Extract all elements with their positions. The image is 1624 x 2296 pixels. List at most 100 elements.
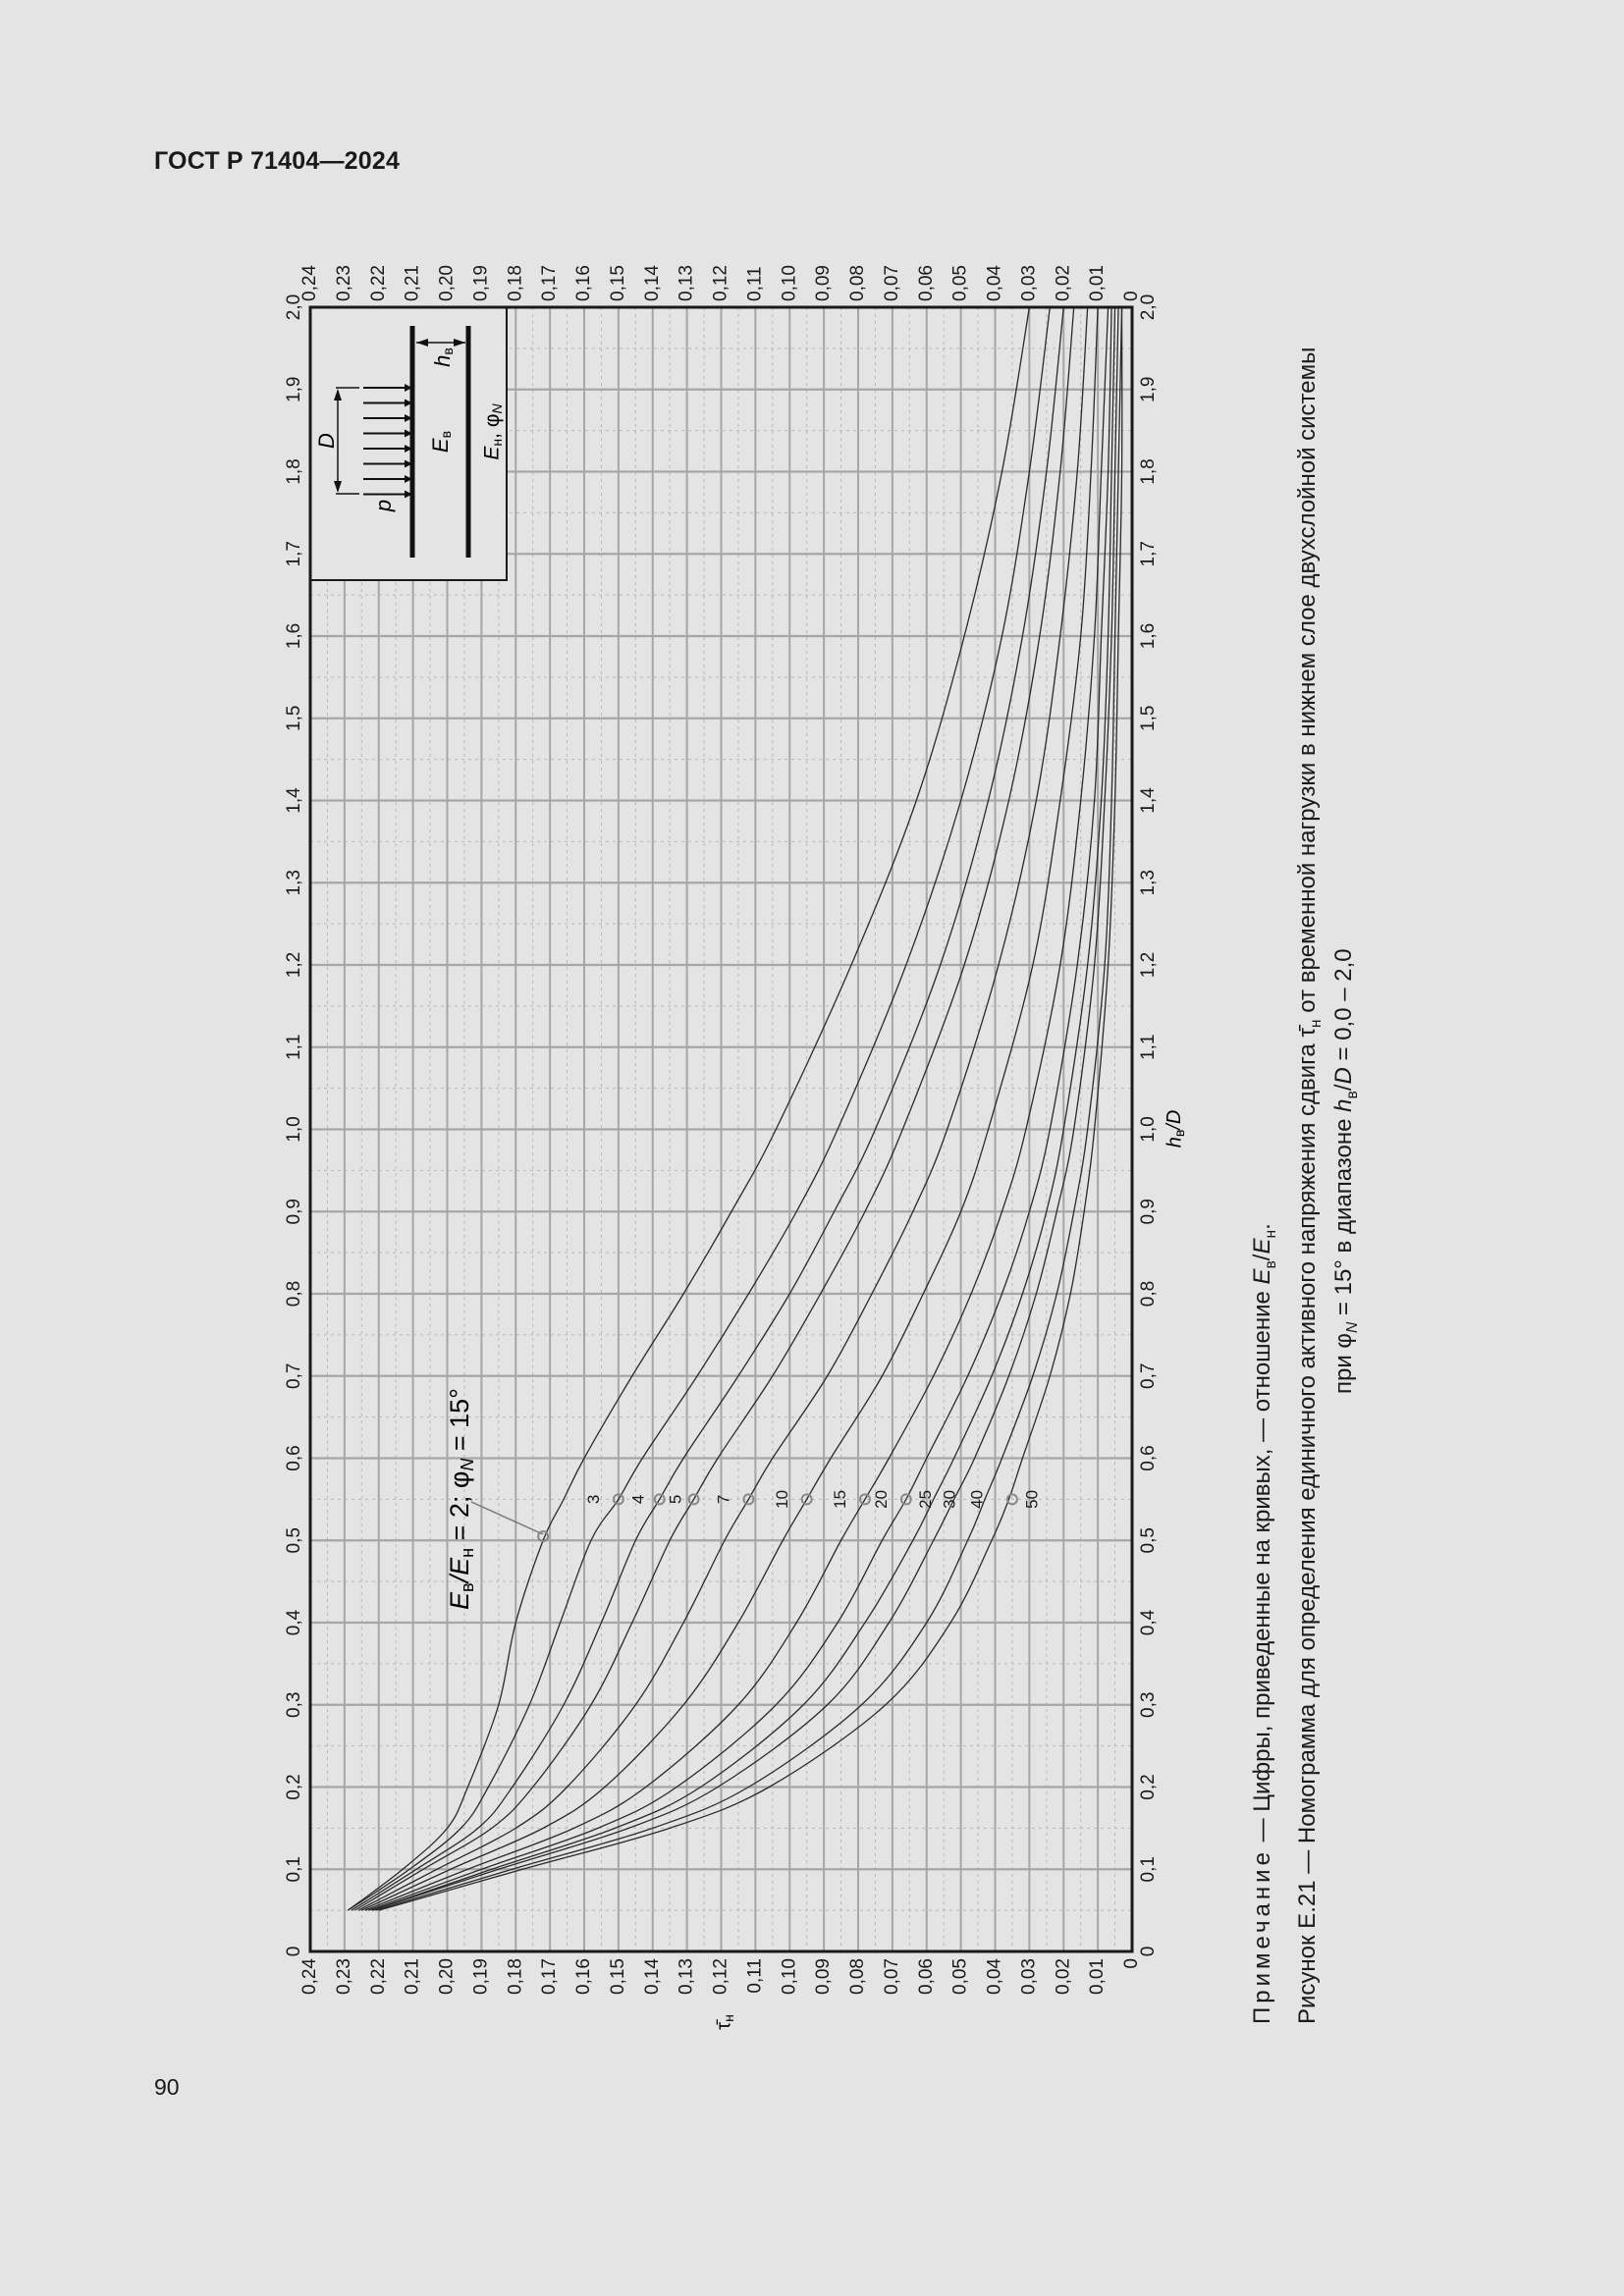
svg-text:1,2: 1,2 bbox=[284, 952, 304, 978]
svg-text:0,06: 0,06 bbox=[916, 1958, 937, 1995]
svg-text:0,07: 0,07 bbox=[882, 265, 902, 301]
svg-text:0,1: 0,1 bbox=[284, 1856, 304, 1882]
svg-text:50: 50 bbox=[1022, 1490, 1041, 1509]
svg-text:0,24: 0,24 bbox=[299, 1958, 320, 1995]
svg-text:0,3: 0,3 bbox=[1138, 1692, 1159, 1718]
svg-text:1,9: 1,9 bbox=[1138, 377, 1159, 402]
svg-text:7: 7 bbox=[714, 1495, 732, 1504]
svg-text:0,08: 0,08 bbox=[847, 265, 868, 301]
curve-50 bbox=[378, 306, 1123, 1911]
svg-text:0,6: 0,6 bbox=[284, 1445, 304, 1470]
svg-text:1,5: 1,5 bbox=[284, 706, 304, 731]
curve-40 bbox=[375, 306, 1123, 1911]
svg-text:0,6: 0,6 bbox=[1138, 1445, 1159, 1470]
svg-text:0,8: 0,8 bbox=[1138, 1281, 1159, 1307]
svg-text:1,7: 1,7 bbox=[1138, 541, 1159, 566]
svg-text:0,16: 0,16 bbox=[573, 265, 594, 301]
svg-text:0,08: 0,08 bbox=[847, 1958, 868, 1995]
svg-text:0,04: 0,04 bbox=[985, 1958, 1005, 1995]
svg-text:0,3: 0,3 bbox=[284, 1692, 304, 1718]
svg-text:0,19: 0,19 bbox=[470, 265, 491, 301]
svg-text:1,1: 1,1 bbox=[284, 1035, 304, 1060]
plot-frame bbox=[308, 305, 1134, 1953]
svg-text:0,5: 0,5 bbox=[1138, 1527, 1159, 1553]
svg-text:0,09: 0,09 bbox=[813, 1958, 834, 1995]
svg-text:0,17: 0,17 bbox=[539, 1958, 560, 1995]
svg-text:0,11: 0,11 bbox=[744, 1958, 765, 1994]
svg-text:0,23: 0,23 bbox=[334, 265, 354, 301]
curve-20 bbox=[368, 306, 1112, 1911]
svg-text:1,1: 1,1 bbox=[1138, 1035, 1159, 1060]
svg-text:0,17: 0,17 bbox=[539, 265, 560, 301]
svg-text:0,12: 0,12 bbox=[711, 265, 731, 301]
svg-text:0,23: 0,23 bbox=[334, 1958, 354, 1995]
svg-text:0: 0 bbox=[1121, 1958, 1142, 1969]
svg-text:1,7: 1,7 bbox=[284, 541, 304, 566]
svg-text:p: p bbox=[371, 500, 396, 512]
curve-5 bbox=[354, 306, 1075, 1911]
curve-25 bbox=[371, 306, 1116, 1911]
svg-text:hв/D: hв/D bbox=[1164, 1110, 1186, 1148]
svg-text:1,3: 1,3 bbox=[284, 870, 304, 895]
svg-text:0,2: 0,2 bbox=[1138, 1774, 1159, 1799]
svg-text:1,6: 1,6 bbox=[284, 623, 304, 649]
svg-text:0,5: 0,5 bbox=[284, 1527, 304, 1553]
svg-text:0,1: 0,1 bbox=[1138, 1856, 1159, 1882]
svg-text:0,20: 0,20 bbox=[437, 265, 458, 301]
svg-text:0,05: 0,05 bbox=[950, 265, 971, 301]
svg-text:0,7: 0,7 bbox=[1138, 1363, 1159, 1389]
svg-text:10: 10 bbox=[773, 1490, 791, 1509]
curve-10 bbox=[361, 306, 1099, 1911]
svg-text:5: 5 bbox=[667, 1495, 685, 1504]
chart-curves bbox=[347, 306, 1123, 1911]
curve-30 bbox=[371, 306, 1119, 1911]
svg-text:0,18: 0,18 bbox=[505, 1958, 525, 1995]
svg-text:0,8: 0,8 bbox=[284, 1281, 304, 1307]
svg-text:0,15: 0,15 bbox=[608, 1958, 628, 1995]
svg-text:0,02: 0,02 bbox=[1053, 265, 1073, 301]
svg-text:Eв/Eн = 2; φN = 15°: Eв/Eн = 2; φN = 15° bbox=[445, 1388, 477, 1610]
svg-text:1,6: 1,6 bbox=[1138, 623, 1159, 649]
svg-text:0,24: 0,24 bbox=[299, 265, 320, 301]
svg-text:0,21: 0,21 bbox=[403, 265, 423, 301]
svg-text:1,4: 1,4 bbox=[284, 787, 304, 814]
svg-text:30: 30 bbox=[941, 1490, 959, 1509]
svg-text:1,3: 1,3 bbox=[1138, 870, 1159, 895]
svg-text:1,8: 1,8 bbox=[284, 458, 304, 484]
svg-text:2,0: 2,0 bbox=[284, 294, 304, 320]
svg-text:0,21: 0,21 bbox=[403, 1958, 423, 1995]
svg-text:0,03: 0,03 bbox=[1018, 1958, 1039, 1995]
svg-text:0,20: 0,20 bbox=[437, 1958, 458, 1995]
svg-text:1,2: 1,2 bbox=[1138, 952, 1159, 978]
svg-text:1,9: 1,9 bbox=[284, 377, 304, 402]
svg-text:0,11: 0,11 bbox=[744, 266, 765, 301]
svg-text:0,7: 0,7 bbox=[284, 1363, 304, 1389]
svg-text:1,0: 1,0 bbox=[1138, 1116, 1159, 1142]
svg-text:0,01: 0,01 bbox=[1087, 1958, 1108, 1995]
svg-text:20: 20 bbox=[872, 1490, 891, 1509]
svg-text:15: 15 bbox=[831, 1490, 849, 1509]
svg-text:0,18: 0,18 bbox=[505, 265, 525, 301]
svg-text:0,22: 0,22 bbox=[368, 1958, 389, 1995]
svg-text:0,13: 0,13 bbox=[677, 265, 697, 301]
svg-text:D: D bbox=[314, 433, 339, 449]
svg-text:4: 4 bbox=[628, 1495, 647, 1504]
svg-text:40: 40 bbox=[968, 1490, 987, 1509]
svg-text:1,8: 1,8 bbox=[1138, 458, 1159, 484]
curve-15 bbox=[364, 306, 1110, 1911]
curve-3 bbox=[348, 306, 1051, 1911]
svg-text:0,12: 0,12 bbox=[711, 1958, 731, 1995]
svg-text:2,0: 2,0 bbox=[1138, 294, 1159, 320]
svg-text:0,4: 0,4 bbox=[284, 1609, 304, 1635]
chart-grid bbox=[309, 305, 1133, 1953]
svg-text:1,0: 1,0 bbox=[284, 1116, 304, 1142]
svg-text:0,06: 0,06 bbox=[916, 265, 937, 301]
svg-text:0,10: 0,10 bbox=[779, 265, 799, 301]
svg-text:τ̄н: τ̄н bbox=[713, 2014, 735, 2030]
main-annotation: Eв/Eн = 2; φN = 15° bbox=[445, 1388, 550, 1610]
svg-text:0,09: 0,09 bbox=[813, 265, 834, 301]
svg-text:1,5: 1,5 bbox=[1138, 706, 1159, 731]
svg-text:0,02: 0,02 bbox=[1053, 1958, 1073, 1995]
svg-text:0: 0 bbox=[1121, 291, 1142, 301]
